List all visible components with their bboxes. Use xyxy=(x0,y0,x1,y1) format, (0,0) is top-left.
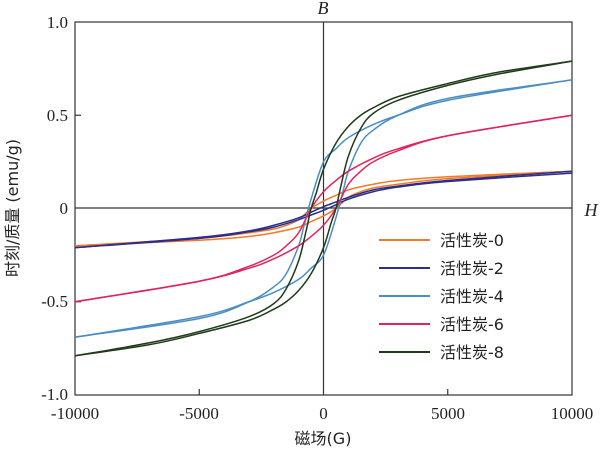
x-tick-label: 5000 xyxy=(431,404,465,423)
y-tick-label: 1.0 xyxy=(47,13,68,32)
x-axis-label: 磁场(G) xyxy=(295,429,352,448)
legend: 活性炭-0 活性炭-2 活性炭-4 活性炭-6 活性炭-8 xyxy=(379,231,504,362)
y-tick-label: -1.0 xyxy=(41,385,68,404)
legend-label: 活性炭-6 xyxy=(440,315,504,334)
series-ascending-branch xyxy=(74,60,573,357)
series-ascending-branch xyxy=(74,172,573,249)
legend-label: 活性炭-8 xyxy=(440,343,504,362)
y-axis-label: 时刻/质量 (emu/g) xyxy=(3,139,22,277)
legend-item: 活性炭-4 xyxy=(379,287,504,306)
series-descending-branch xyxy=(74,60,573,357)
x-tick-label: -5000 xyxy=(179,404,219,423)
legend-label: 活性炭-2 xyxy=(440,259,504,278)
series-1 xyxy=(74,170,573,249)
series-ascending-branch xyxy=(74,170,573,247)
series-0 xyxy=(74,170,573,247)
y-tick-label: 0 xyxy=(60,199,69,218)
h-axis-annotation: H xyxy=(584,200,599,220)
series-descending-branch xyxy=(74,170,573,247)
series-4 xyxy=(74,60,573,357)
y-tick-label: 0.5 xyxy=(47,106,68,125)
x-tick-label: -10000 xyxy=(51,404,99,423)
x-tick-label: 10000 xyxy=(551,404,594,423)
legend-item: 活性炭-6 xyxy=(379,315,504,334)
y-tick-label: -0.5 xyxy=(41,292,68,311)
legend-item: 活性炭-0 xyxy=(379,231,504,250)
x-tick-label: 0 xyxy=(319,404,328,423)
legend-label: 活性炭-4 xyxy=(440,287,504,306)
series-ascending-branch xyxy=(74,114,573,303)
curves xyxy=(74,60,573,357)
series-descending-branch xyxy=(74,114,573,303)
series-3 xyxy=(74,114,573,303)
series-2 xyxy=(74,79,573,338)
b-axis-annotation: B xyxy=(318,0,329,18)
legend-item: 活性炭-2 xyxy=(379,259,504,278)
series-descending-branch xyxy=(74,170,573,249)
legend-label: 活性炭-0 xyxy=(440,231,504,250)
legend-item: 活性炭-8 xyxy=(379,343,504,362)
tick-marks xyxy=(75,114,449,395)
series-ascending-branch xyxy=(74,79,573,338)
